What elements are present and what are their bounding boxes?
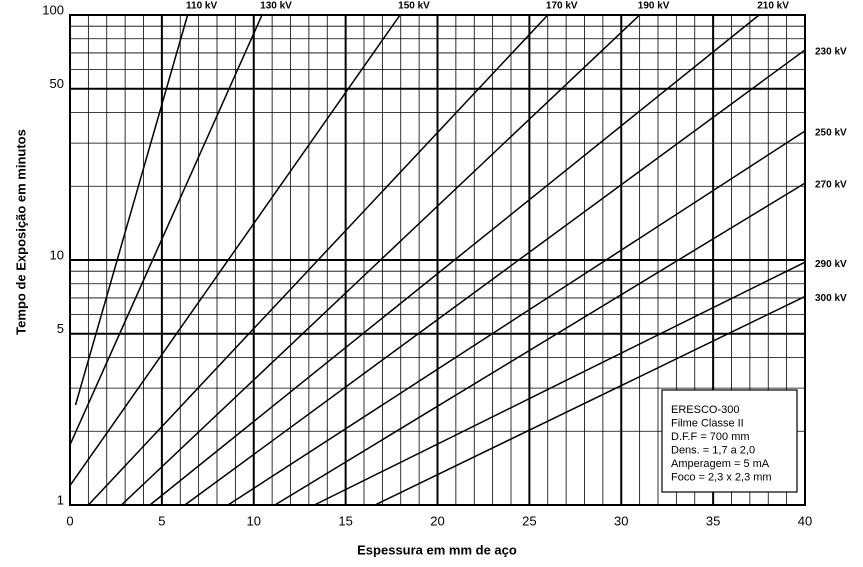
note-line: Amperagem = 5 mA <box>671 458 770 470</box>
series-label: 250 kV <box>815 128 847 139</box>
series-line <box>374 295 806 506</box>
x-axis-label: Espessura em mm de aço <box>357 542 517 557</box>
x-tick-label: 10 <box>247 513 261 528</box>
x-tick-label: 30 <box>614 513 628 528</box>
series-line <box>69 14 263 446</box>
note-line: Foco = 2,3 x 2,3 mm <box>671 472 772 484</box>
note-line: Filme Classe II <box>671 418 744 430</box>
y-tick-label: 100 <box>42 2 64 17</box>
note-line: Dens. = 1,7 a 2,0 <box>671 445 755 457</box>
y-tick-label: 1 <box>57 492 64 507</box>
series-label: 130 kV <box>260 1 292 12</box>
x-tick-label: 0 <box>66 513 73 528</box>
x-tick-label: 25 <box>522 513 536 528</box>
series-line <box>87 14 549 506</box>
series-line <box>274 182 806 506</box>
series-line <box>120 14 641 506</box>
series-label: 300 kV <box>815 293 847 304</box>
series-line <box>227 130 806 506</box>
y-axis-label: Tempo de Exposição em minutos <box>13 129 28 335</box>
series-label: 290 kV <box>815 259 847 270</box>
series-label: 270 kV <box>815 180 847 191</box>
x-tick-label: 20 <box>430 513 444 528</box>
y-tick-label: 50 <box>50 76 64 91</box>
x-tick-label: 35 <box>706 513 720 528</box>
series-line <box>314 261 806 506</box>
note-line: ERESCO-300 <box>671 404 739 416</box>
series-label: 170 kV <box>546 1 578 12</box>
note-box <box>661 389 798 493</box>
series-label: 210 kV <box>757 1 789 12</box>
series-line <box>69 14 401 487</box>
series-label: 150 kV <box>398 1 430 12</box>
x-tick-label: 15 <box>338 513 352 528</box>
x-tick-label: 40 <box>798 513 812 528</box>
series-label: 230 kV <box>815 47 847 58</box>
lines <box>69 14 806 506</box>
y-tick-label: 10 <box>50 247 64 262</box>
series-label: 190 kV <box>638 1 670 12</box>
plot-frame <box>69 14 806 506</box>
note-line: D.F.F = 700 mm <box>671 431 750 443</box>
series-line <box>74 14 189 406</box>
x-tick-label: 5 <box>158 513 165 528</box>
series-line <box>184 49 806 506</box>
series-label: 110 kV <box>186 1 217 12</box>
y-tick-label: 5 <box>57 321 64 336</box>
series-line <box>149 14 760 506</box>
